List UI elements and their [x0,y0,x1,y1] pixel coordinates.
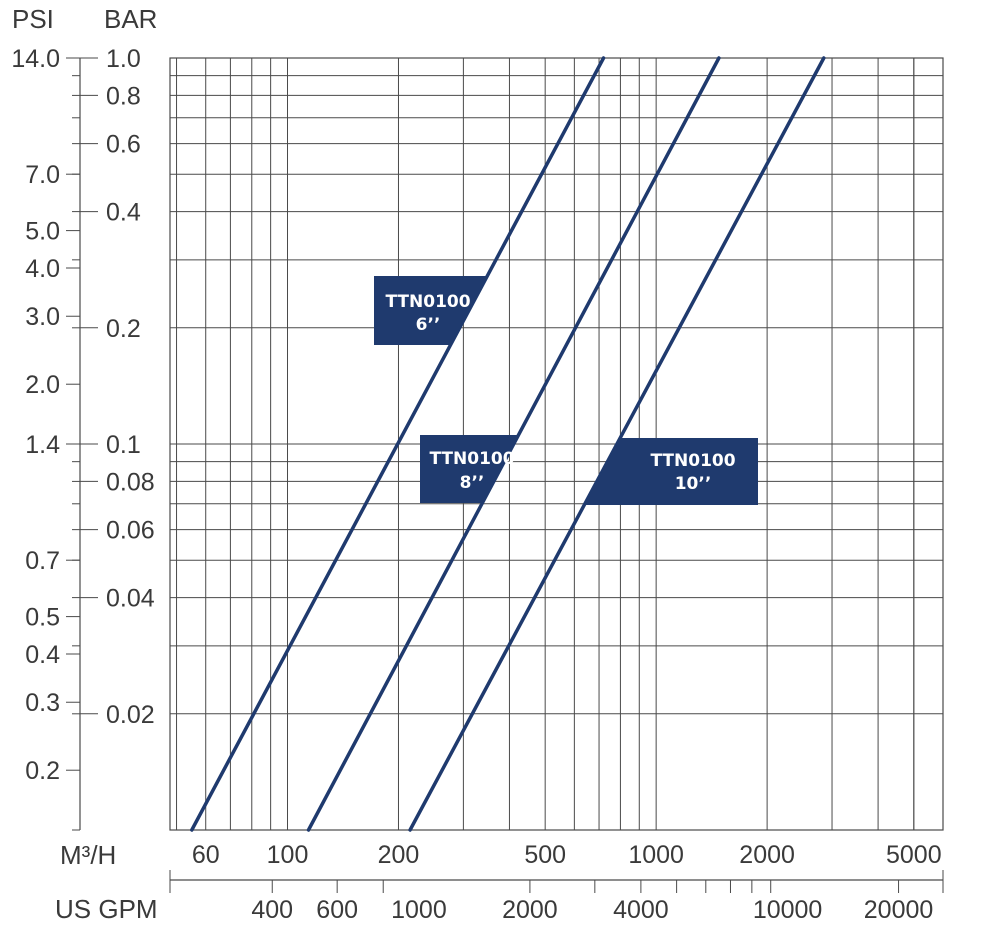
m3h-tick-label: 200 [378,841,420,869]
bar-tick-label: 1.0 [106,45,141,73]
curve-label-box [584,438,758,505]
curve-label-size: 10’’ [675,474,712,494]
psi-tick-label: 0.3 [25,689,60,717]
curve-label-box [420,435,519,503]
psi-tick-label: 0.4 [25,641,60,669]
m3h-unit-label: M³/H [60,840,116,870]
gpm-tick-label: 4000 [613,896,669,924]
flow-curve [190,56,606,832]
gpm-tick-label: 600 [316,896,358,924]
bar-tick-label: 0.06 [106,517,155,545]
m3h-tick-label: 5000 [886,841,942,869]
psi-tick-label: 0.2 [25,757,60,785]
curve-label-size: 8’’ [460,473,485,493]
psi-unit-label: PSI [12,4,54,34]
m3h-tick-label: 2000 [739,841,795,869]
psi-tick-label: 0.5 [25,604,60,632]
bar-tick-label: 0.8 [106,82,141,110]
psi-tick-label: 5.0 [25,218,60,246]
psi-tick-label: 4.0 [25,255,60,283]
curve-labels: TTN0100 6’’ TTN0100 8’’ TTN0100 10’’ [374,276,758,505]
psi-tick-label: 0.7 [25,547,60,575]
m3h-tick-label: 1000 [628,841,684,869]
bar-tick-label: 0.4 [106,199,141,227]
flow-curve [306,56,721,832]
gpm-tick-label: 1000 [391,896,447,924]
gpm-tick-label: 2000 [502,896,558,924]
psi-tick-label: 1.4 [25,431,60,459]
gpm-unit-label: US GPM [55,894,158,924]
gpm-tick-label: 400 [251,896,293,924]
m3h-tick-label: 500 [524,841,566,869]
bar-tick-label: 0.2 [106,315,141,343]
psi-tick-label: 3.0 [25,303,60,331]
curve-label-size: 6’’ [416,315,441,335]
m3h-tick-label: 60 [192,841,220,869]
bar-tick-label: 0.04 [106,585,155,613]
curve-label-box [374,276,488,345]
axes: 14.0 7.0 5.0 4.0 3.0 2.0 1.4 0.7 0.5 0.4 0.3 0.2 1.0… [11,45,944,924]
bar-tick-label: 0.1 [106,431,141,459]
bar-tick-label: 0.08 [106,468,155,496]
psi-tick-label: 7.0 [25,161,60,189]
curve-label-model: TTN0100 [650,451,735,471]
bar-tick-label: 0.6 [106,131,141,159]
plot-frame [169,57,944,831]
unit-labels: PSI BAR M³/H US GPM [12,4,158,924]
psi-tick-label: 2.0 [25,371,60,399]
gpm-tick-label: 10000 [753,896,823,924]
curve-label-model: TTN0100 [385,292,470,312]
m3h-tick-label: 100 [267,841,309,869]
bar-tick-label: 0.02 [106,701,155,729]
bar-unit-label: BAR [104,4,157,34]
gpm-tick-label: 20000 [864,896,934,924]
grid [169,57,944,831]
curve-label-model: TTN0100 [429,449,514,469]
psi-tick-label: 14.0 [11,45,60,73]
